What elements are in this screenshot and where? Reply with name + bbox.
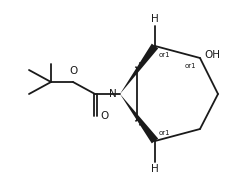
Text: N: N [109,89,117,99]
Text: or1: or1 [159,52,170,58]
Text: H: H [151,164,159,174]
Text: or1: or1 [184,63,196,69]
Polygon shape [120,94,158,143]
Polygon shape [120,44,158,94]
Text: OH: OH [204,50,220,60]
Text: or1: or1 [159,130,170,136]
Text: H: H [151,14,159,24]
Text: O: O [100,111,108,121]
Text: O: O [70,66,78,76]
